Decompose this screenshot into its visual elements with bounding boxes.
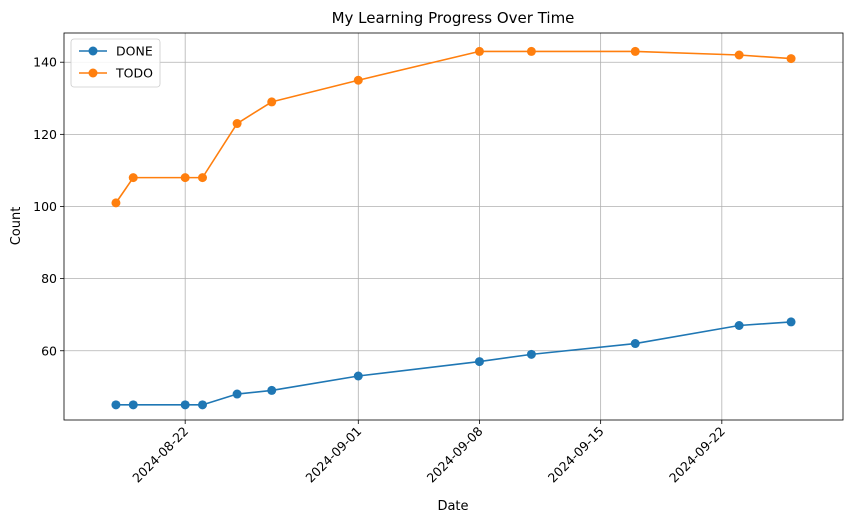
x-tick-label: 2024-09-22 <box>666 424 728 486</box>
y-tick-label: 100 <box>33 199 57 214</box>
legend-swatch-marker-todo <box>88 68 98 78</box>
data-point-done <box>474 357 484 367</box>
data-point-todo <box>232 119 242 129</box>
data-point-done <box>232 389 242 399</box>
y-tick-label: 80 <box>41 271 57 286</box>
data-point-todo <box>734 50 744 60</box>
data-point-todo <box>267 97 277 107</box>
data-point-done <box>734 321 744 331</box>
data-point-todo <box>474 46 484 56</box>
data-point-done <box>197 400 207 410</box>
data-point-todo <box>111 198 121 208</box>
y-axis-label: Count <box>9 207 24 246</box>
x-tick-label: 2024-08-22 <box>129 424 191 486</box>
x-axis-label: Date <box>437 499 468 514</box>
data-point-done <box>111 400 121 410</box>
data-point-done <box>128 400 138 410</box>
data-point-todo <box>526 46 536 56</box>
series-line-done <box>115 321 792 406</box>
x-tick-label: 2024-09-01 <box>302 424 364 486</box>
data-point-todo <box>197 173 207 183</box>
grid <box>64 33 843 420</box>
data-point-todo <box>353 75 363 85</box>
data-point-done <box>630 339 640 349</box>
x-tick-label: 2024-09-08 <box>424 423 486 485</box>
y-tick-label: 140 <box>33 55 57 70</box>
data-point-todo <box>128 173 138 183</box>
data-point-done <box>267 385 277 395</box>
legend-label-todo: TODO <box>115 66 153 81</box>
series-line-todo <box>115 50 792 204</box>
legend-label-done: DONE <box>116 44 153 59</box>
y-tick-label: 60 <box>41 343 57 358</box>
data-point-done <box>353 371 363 381</box>
data-point-done <box>180 400 190 410</box>
data-point-done <box>786 317 796 327</box>
legend-swatch-marker-done <box>88 46 98 56</box>
plot-area-frame <box>63 32 844 421</box>
chart-title: My Learning Progress Over Time <box>332 9 575 27</box>
y-tick-label: 120 <box>33 127 57 142</box>
legend: DONE TODO <box>70 38 161 88</box>
axis-ticks: 60 80 100 120 140 2024-08-22 2024-09-01 2024-09… <box>33 55 728 486</box>
data-point-todo <box>630 46 640 56</box>
series-layer <box>111 46 796 410</box>
data-point-done <box>526 349 536 359</box>
data-point-todo <box>180 173 190 183</box>
data-point-todo <box>786 54 796 64</box>
x-tick-label: 2024-09-15 <box>545 424 607 486</box>
